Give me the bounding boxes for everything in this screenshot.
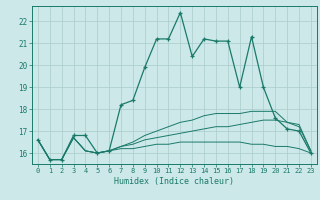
X-axis label: Humidex (Indice chaleur): Humidex (Indice chaleur) <box>115 177 234 186</box>
